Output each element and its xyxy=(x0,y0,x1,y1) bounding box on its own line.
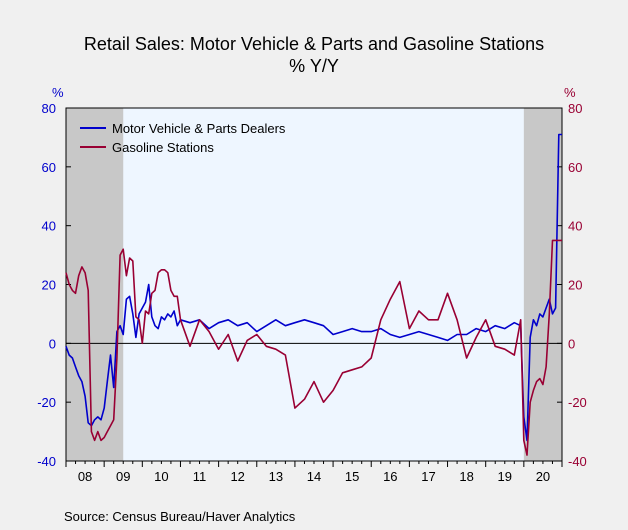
right-y-tick-label: 60 xyxy=(568,160,582,175)
left-y-tick-label: 20 xyxy=(42,278,56,293)
x-tick-label: 19 xyxy=(498,469,512,484)
chart-subtitle: % Y/Y xyxy=(289,56,339,76)
right-y-tick-label: 20 xyxy=(568,278,582,293)
right-axis-unit-label: % xyxy=(564,85,576,100)
left-y-tick-label: 80 xyxy=(42,101,56,116)
x-tick-label: 16 xyxy=(383,469,397,484)
left-y-tick-label: 0 xyxy=(49,336,56,351)
chart-title: Retail Sales: Motor Vehicle & Parts and … xyxy=(84,34,544,54)
right-y-tick-label: 80 xyxy=(568,101,582,116)
right-y-tick-label: -20 xyxy=(568,395,587,410)
x-tick-label: 17 xyxy=(421,469,435,484)
right-y-tick-label: 40 xyxy=(568,219,582,234)
x-tick-label: 14 xyxy=(307,469,321,484)
left-y-tick-label: -40 xyxy=(37,454,56,469)
x-tick-label: 15 xyxy=(345,469,359,484)
x-tick-label: 12 xyxy=(230,469,244,484)
x-tick-label: 09 xyxy=(116,469,130,484)
left-y-tick-label: 60 xyxy=(42,160,56,175)
source-note: Source: Census Bureau/Haver Analytics xyxy=(64,509,296,524)
legend-entry-0: Motor Vehicle & Parts Dealers xyxy=(112,121,286,136)
left-y-tick-label: 40 xyxy=(42,219,56,234)
legend-entry-1: Gasoline Stations xyxy=(112,140,214,155)
left-axis-unit-label: % xyxy=(52,85,64,100)
right-y-tick-label: 0 xyxy=(568,336,575,351)
x-tick-label: 18 xyxy=(459,469,473,484)
left-y-tick-label: -20 xyxy=(37,395,56,410)
x-tick-label: 13 xyxy=(269,469,283,484)
x-tick-label: 20 xyxy=(536,469,550,484)
series-line-1 xyxy=(65,239,562,456)
series-line-0 xyxy=(65,133,562,442)
x-tick-label: 11 xyxy=(193,469,207,484)
x-tick-label: 10 xyxy=(154,469,168,484)
right-y-tick-label: -40 xyxy=(568,454,587,469)
recession-band-0 xyxy=(66,108,124,461)
x-tick-label: 08 xyxy=(78,469,92,484)
plot-area xyxy=(66,108,562,461)
